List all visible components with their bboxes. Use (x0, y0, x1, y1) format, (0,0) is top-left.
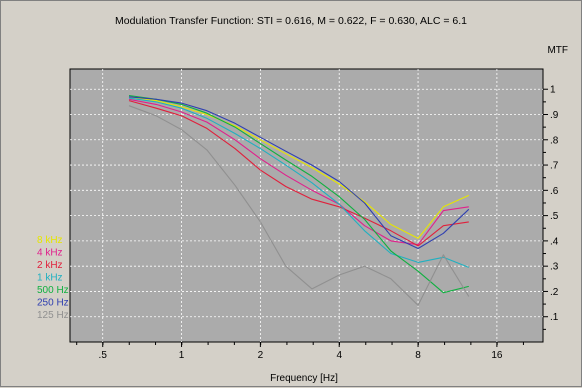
legend-entry: 500 Hz (37, 285, 69, 296)
series-lines (128, 94, 470, 306)
y-tick-label: .4 (550, 236, 559, 247)
y-tick-label: .3 (550, 262, 559, 273)
x-tick-label: 16 (491, 350, 503, 361)
y-tick-label: .7 (550, 161, 559, 172)
legend-entry: 125 Hz (37, 310, 69, 321)
axes: .1 .2 .3 .4 .5 .6 .7 .8 .9 1 .5 1 2 4 8 16 (76, 85, 559, 361)
y-tick-label: .1 (550, 312, 559, 323)
series-line-500-hz (128, 94, 469, 294)
legend-entry: 8 kHz (37, 235, 63, 246)
series-line-4-khz (128, 98, 469, 246)
y-tick-label: 1 (550, 85, 556, 96)
y-tick-label: .8 (550, 135, 559, 146)
legend-entry: 4 kHz (37, 248, 63, 259)
legend-entry: 2 kHz (37, 260, 63, 271)
series-line-2-khz (128, 100, 469, 247)
y-tick-label: .5 (550, 211, 559, 222)
legend-entry: 1 kHz (37, 273, 63, 284)
y-tick-label: .2 (550, 287, 559, 298)
y-axis-label: MTF (547, 45, 568, 56)
chart-title: Modulation Transfer Function: STI = 0.61… (115, 15, 467, 27)
x-tick-label: 1 (179, 350, 185, 361)
x-tick-label: .5 (99, 350, 108, 361)
series-line-8-khz (128, 96, 470, 239)
x-tick-label: 4 (336, 350, 342, 361)
x-axis-label: Frequency [Hz] (270, 373, 338, 384)
x-tick-label: 8 (415, 350, 421, 361)
legend-entry: 250 Hz (37, 298, 69, 309)
series-line-125-hz (128, 105, 470, 306)
series-line-1-khz (128, 97, 470, 268)
y-tick-label: .9 (550, 110, 559, 121)
series-line-250-hz (128, 96, 470, 250)
x-tick-label: 2 (258, 350, 264, 361)
y-tick-label: .6 (550, 186, 559, 197)
